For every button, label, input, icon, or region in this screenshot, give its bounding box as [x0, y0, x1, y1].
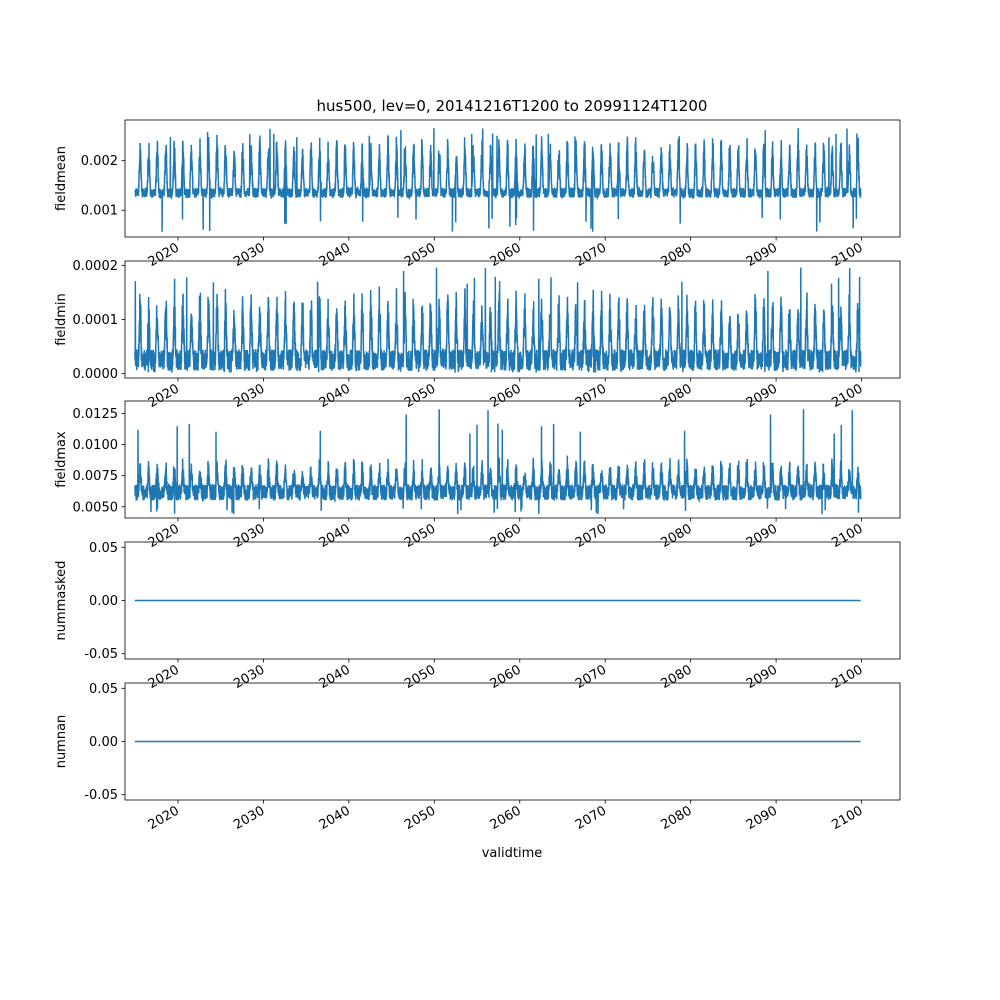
y-axis-label: fieldmax — [54, 431, 69, 488]
y-tick-label: 0.00 — [89, 594, 118, 609]
axes-frame — [124, 400, 901, 519]
x-tick-label: 2070 — [573, 240, 609, 270]
x-tick-label: 2090 — [744, 240, 780, 270]
y-tick-label: -0.05 — [84, 788, 118, 803]
x-tick-label: 2090 — [744, 803, 780, 833]
x-tick-label: 2030 — [231, 521, 267, 551]
x-tick-label: 2050 — [402, 662, 438, 692]
y-tick-label: 0.0000 — [73, 367, 119, 382]
x-tick-label: 2060 — [488, 381, 524, 411]
x-tick-label: 2040 — [317, 521, 353, 551]
x-tick-label: 2100 — [829, 662, 865, 692]
x-tick-label: 2020 — [146, 662, 182, 692]
x-tick-label: 2070 — [573, 803, 609, 833]
series-line-fieldmin — [134, 267, 862, 373]
x-tick-label: 2080 — [658, 240, 694, 270]
x-tick-label: 2040 — [317, 662, 353, 692]
y-tick-label: 0.0002 — [73, 259, 119, 274]
y-tick-label: -0.05 — [84, 647, 118, 662]
x-tick-label: 2020 — [146, 803, 182, 833]
x-axis-label: validtime — [482, 846, 543, 861]
y-tick-label: 0.05 — [89, 541, 118, 556]
y-tick-label: 0.001 — [81, 204, 118, 219]
x-tick-label: 2080 — [658, 803, 694, 833]
x-tick-label: 2070 — [573, 662, 609, 692]
y-axis-label: numnan — [54, 715, 69, 769]
panel-nummasked: -0.05 0.00 0.05 nummasked 2020 2030 2040 2050 20… — [54, 541, 901, 692]
x-tick-label: 2030 — [231, 662, 267, 692]
chart-title: hus500, lev=0, 20141216T1200 to 20991124… — [317, 97, 708, 115]
x-tick-label: 2090 — [744, 662, 780, 692]
x-tick-label: 2060 — [488, 240, 524, 270]
x-tick-label: 2040 — [317, 381, 353, 411]
y-tick-label: 0.0075 — [73, 469, 119, 484]
x-tick-label: 2050 — [402, 381, 438, 411]
panel-fieldmax: 0.0050 0.0075 0.0100 0.0125 fieldmax 2020 2030… — [54, 400, 901, 551]
x-tick-label: 2080 — [658, 662, 694, 692]
y-tick-label: 0.05 — [89, 682, 118, 697]
x-tick-label: 2100 — [829, 381, 865, 411]
x-tick-label: 2060 — [488, 521, 524, 551]
y-axis-label: fieldmean — [54, 146, 69, 211]
x-tick-label: 2030 — [231, 803, 267, 833]
x-tick-label: 2080 — [658, 521, 694, 551]
x-tick-label: 2040 — [317, 803, 353, 833]
panel-fieldmean: 0.001 0.002 fieldmean 2020 2030 2040 2050 2060 2… — [54, 119, 901, 270]
series-line-fieldmean — [134, 128, 862, 232]
y-tick-label: 0.0050 — [73, 500, 119, 515]
x-tick-label: 2050 — [402, 803, 438, 833]
y-tick-label: 0.002 — [81, 154, 118, 169]
y-tick-label: 0.0125 — [73, 407, 119, 422]
x-tick-label: 2090 — [744, 381, 780, 411]
x-tick-label: 2030 — [231, 240, 267, 270]
x-tick-label: 2100 — [829, 803, 865, 833]
x-tick-label: 2100 — [829, 240, 865, 270]
y-axis-label: nummasked — [54, 561, 69, 641]
x-tick-label: 2020 — [146, 521, 182, 551]
x-tick-label: 2100 — [829, 521, 865, 551]
x-tick-label: 2030 — [231, 381, 267, 411]
x-tick-label: 2050 — [402, 240, 438, 270]
x-tick-label: 2040 — [317, 240, 353, 270]
x-tick-label: 2020 — [146, 240, 182, 270]
y-tick-label: 0.00 — [89, 735, 118, 750]
axes-frame — [124, 119, 901, 238]
x-tick-label: 2060 — [488, 803, 524, 833]
x-tick-label: 2090 — [744, 521, 780, 551]
x-tick-label: 2060 — [488, 662, 524, 692]
x-tick-label: 2080 — [658, 381, 694, 411]
series-line-fieldmax — [134, 409, 862, 515]
panel-numnan: -0.05 0.00 0.05 numnan 2020 2030 2040 2050 2060 2… — [54, 682, 901, 833]
y-tick-label: 0.0100 — [73, 438, 119, 453]
x-tick-label: 2050 — [402, 521, 438, 551]
y-axis-label: fieldmin — [54, 293, 69, 346]
y-tick-label: 0.0001 — [73, 313, 119, 328]
subplots: 0.001 0.002 fieldmean 2020 2030 2040 2050 2060 2… — [54, 119, 901, 833]
panel-fieldmin: 0.0000 0.0001 0.0002 fieldmin 2020 2030 2040 20… — [54, 259, 901, 411]
x-tick-label: 2070 — [573, 521, 609, 551]
x-tick-label: 2070 — [573, 381, 609, 411]
x-tick-label: 2020 — [146, 381, 182, 411]
